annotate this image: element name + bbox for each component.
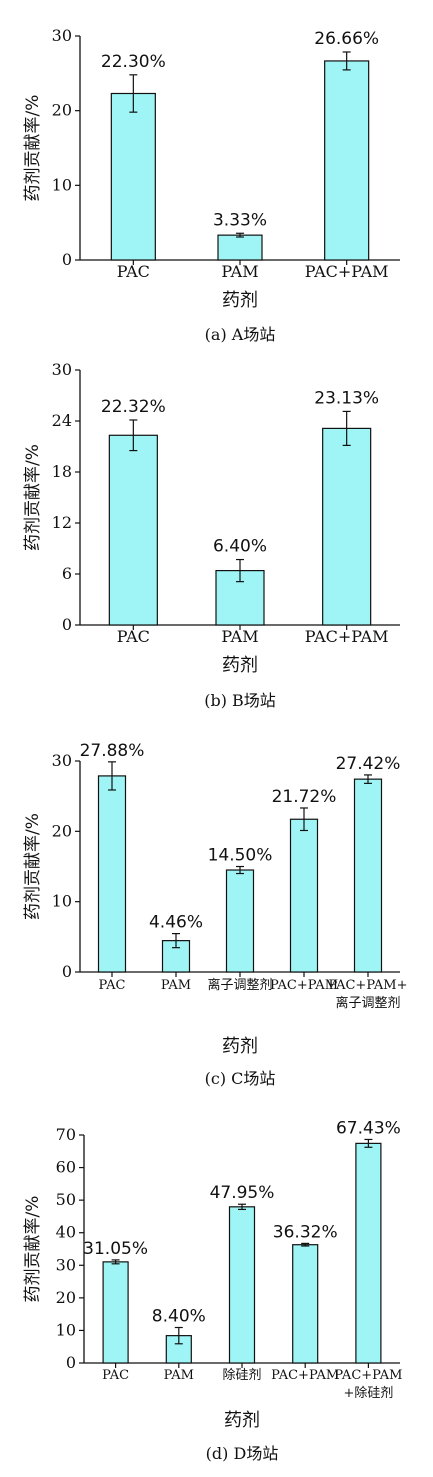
x-tick-label: PAC bbox=[102, 1368, 129, 1383]
value-label: 27.42% bbox=[336, 754, 401, 774]
y-tick-label: 0 bbox=[62, 615, 72, 634]
bar bbox=[102, 1261, 129, 1364]
bar-chart-a: 0 10 20 30 PAC PAM PAC+PAM 22.30% 3.33% 26.66% 药… bbox=[23, 26, 400, 344]
y-axis-label: 药剂贡献率/% bbox=[23, 95, 43, 202]
y-tick-label: 20 bbox=[52, 101, 72, 120]
y-axis-label: 药剂贡献率/% bbox=[23, 813, 43, 920]
y-tick-label: 0 bbox=[66, 1353, 76, 1372]
value-label: 8.40% bbox=[152, 1306, 206, 1326]
y-tick-label: 30 bbox=[56, 1255, 76, 1274]
bar bbox=[217, 234, 263, 261]
x-tick-label: PAC bbox=[99, 978, 126, 993]
bars: 22.30% 3.33% 26.66% bbox=[101, 29, 379, 261]
y-tick-label: 50 bbox=[56, 1190, 76, 1209]
y-tick-label: 30 bbox=[52, 26, 72, 45]
value-label: 67.43% bbox=[336, 1118, 401, 1138]
y-tick-label: 10 bbox=[52, 175, 72, 194]
bar bbox=[108, 434, 158, 626]
bar bbox=[225, 869, 255, 973]
bar bbox=[355, 1142, 382, 1364]
x-tick-label: PAC bbox=[117, 262, 150, 281]
x-tick-label: 离子调整剂 bbox=[335, 995, 400, 1011]
x-tick-label: PAM bbox=[221, 262, 258, 281]
chart-panel-b: 0 6 12 18 24 30 PAC PAM PAC+PAM 22.32% 6.40% 23.13… bbox=[0, 350, 433, 725]
bar bbox=[289, 818, 319, 973]
x-axis-label: 药剂 bbox=[224, 1410, 260, 1431]
y-tick-label: 30 bbox=[52, 751, 72, 770]
value-label: 22.30% bbox=[101, 52, 166, 72]
x-tick-label: PAM bbox=[221, 627, 258, 646]
x-tick-label: PAM bbox=[161, 978, 191, 993]
x-tick-label: PAC+PAM+ bbox=[329, 978, 408, 993]
value-label: 36.32% bbox=[273, 1222, 338, 1242]
value-label: 21.72% bbox=[272, 787, 337, 807]
bar bbox=[110, 92, 156, 261]
bar bbox=[322, 427, 372, 626]
chart-caption: (c) C场站 bbox=[205, 1069, 276, 1088]
y-tick-label: 40 bbox=[56, 1223, 76, 1242]
x-tick-label: +除硅剂 bbox=[343, 1386, 393, 1401]
value-label: 47.95% bbox=[210, 1183, 275, 1203]
bar bbox=[292, 1244, 319, 1364]
y-axis-label: 药剂贡献率/% bbox=[23, 444, 43, 551]
x-tick-label: 除硅剂 bbox=[222, 1368, 261, 1383]
x-tick-label: PAC+PAM bbox=[334, 1368, 402, 1383]
bar bbox=[97, 775, 127, 973]
bars: 22.32% 6.40% 23.13% bbox=[101, 388, 379, 626]
y-tick-label: 0 bbox=[62, 250, 72, 269]
chart-caption: (b) B场站 bbox=[204, 691, 276, 710]
value-label: 3.33% bbox=[213, 210, 267, 230]
x-tick-label: PAC+PAM bbox=[305, 262, 389, 281]
value-label: 6.40% bbox=[213, 537, 267, 557]
x-axis-label: 药剂 bbox=[222, 655, 258, 676]
y-tick-label: 10 bbox=[52, 892, 72, 911]
value-label: 31.05% bbox=[83, 1239, 148, 1259]
bar bbox=[353, 778, 383, 973]
axes: 0 10 20 30 PAC PAM PAC+PAM bbox=[52, 26, 400, 281]
chart-panel-a: 0 10 20 30 PAC PAM PAC+PAM 22.30% 3.33% 26.66% 药… bbox=[0, 0, 433, 350]
value-label: 14.50% bbox=[208, 846, 273, 866]
y-axis-label: 药剂贡献率/% bbox=[23, 1196, 43, 1303]
x-tick-label: PAC+PAM bbox=[270, 978, 338, 993]
y-tick-label: 0 bbox=[62, 962, 72, 981]
y-tick-label: 24 bbox=[52, 411, 72, 430]
y-tick-label: 70 bbox=[56, 1125, 76, 1144]
y-tick-label: 18 bbox=[52, 462, 72, 481]
y-tick-label: 60 bbox=[56, 1158, 76, 1177]
x-tick-label: 离子调整剂 bbox=[207, 977, 272, 993]
x-tick-label: PAM bbox=[164, 1368, 194, 1383]
x-tick-label: PAC+PAM bbox=[271, 1368, 339, 1383]
y-tick-label: 10 bbox=[56, 1320, 76, 1339]
bars: 27.88% 4.46% 14.50% 21.72% 27.42% bbox=[80, 741, 401, 973]
y-tick-label: 30 bbox=[52, 360, 72, 379]
x-axis-label: 药剂 bbox=[222, 1036, 258, 1057]
y-tick-label: 12 bbox=[52, 513, 72, 532]
x-tick-label: PAC bbox=[117, 627, 150, 646]
bars: 31.05% 8.40% 47.95% 36.32% 67.43% bbox=[83, 1118, 401, 1364]
chart-panel-c: 0 10 20 30 PAC PAM 离子调整剂 PAC+PAM PAC+PAM+ 离子调整剂 2… bbox=[0, 725, 433, 1103]
value-label: 4.46% bbox=[149, 913, 203, 933]
bar-chart-b: 0 6 12 18 24 30 PAC PAM PAC+PAM 22.32% 6.40% 23.13… bbox=[23, 360, 400, 710]
y-tick-label: 6 bbox=[62, 564, 72, 583]
value-label: 27.88% bbox=[80, 741, 145, 761]
x-tick-label: PAC+PAM bbox=[305, 627, 389, 646]
chart-caption: (a) A场站 bbox=[205, 325, 276, 344]
y-tick-label: 20 bbox=[52, 821, 72, 840]
chart-panel-d: 0 10 20 30 40 50 60 70 PAC PAM 除硅剂 PAC+PAM PAC+PAM +除… bbox=[0, 1103, 433, 1477]
x-axis-label: 药剂 bbox=[222, 290, 258, 311]
bar bbox=[324, 60, 370, 261]
value-label: 26.66% bbox=[314, 29, 379, 49]
bar bbox=[228, 1206, 256, 1364]
value-label: 22.32% bbox=[101, 397, 166, 417]
chart-caption: (d) D场站 bbox=[206, 1444, 279, 1463]
y-tick-label: 20 bbox=[56, 1288, 76, 1307]
value-label: 23.13% bbox=[314, 388, 379, 408]
